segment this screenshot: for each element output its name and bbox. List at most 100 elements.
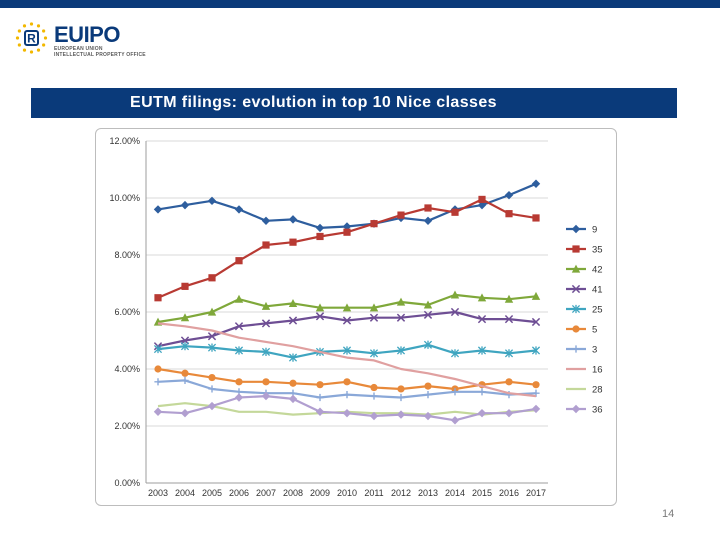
series-16 (157, 322, 537, 398)
data-point (261, 347, 271, 356)
logo-star-icon (15, 36, 20, 40)
data-point (451, 208, 459, 216)
data-point (504, 190, 514, 200)
logo-star-icon (43, 36, 48, 40)
data-point (234, 393, 244, 402)
data-point (208, 274, 216, 282)
y-tick-label: 6.00% (114, 307, 140, 317)
y-tick-label: 10.00% (109, 193, 140, 203)
data-point (181, 282, 189, 290)
data-point (154, 365, 162, 373)
data-point (343, 378, 351, 386)
data-point (315, 312, 325, 321)
data-point (450, 290, 460, 299)
data-point (369, 313, 379, 322)
data-point (180, 200, 190, 210)
legend-entry: 3 (566, 345, 597, 356)
x-tick-label: 2004 (175, 488, 195, 498)
data-point (532, 381, 540, 389)
data-point (504, 314, 514, 324)
data-point (234, 346, 244, 355)
legend-entry: 35 (566, 245, 603, 256)
data-point (396, 313, 406, 322)
data-point (154, 294, 162, 302)
data-point (571, 404, 581, 414)
data-point (316, 232, 324, 241)
data-point (572, 325, 580, 333)
data-point (504, 294, 514, 303)
data-point (369, 303, 379, 312)
data-point (572, 245, 580, 253)
legend-label: 41 (592, 285, 603, 296)
data-point (477, 293, 487, 302)
data-point (207, 332, 217, 341)
legend-entry: 41 (566, 285, 603, 296)
svg-text:R: R (27, 32, 36, 46)
logo-star-icon (29, 50, 34, 54)
slide-title: EUTM filings: evolution in top 10 Nice c… (130, 94, 497, 111)
data-point (477, 408, 487, 418)
data-point (343, 391, 351, 399)
logo-wordmark-suffix: IPO (83, 22, 121, 47)
legend-entry: 42 (566, 265, 603, 276)
data-point (450, 349, 460, 358)
x-tick-label: 2016 (499, 488, 519, 498)
legend-entry: 9 (566, 225, 597, 236)
data-point (180, 342, 190, 351)
data-point (424, 204, 432, 212)
data-point (289, 238, 297, 246)
y-tick-label: 2.00% (114, 421, 140, 431)
data-point (370, 392, 378, 400)
data-point (208, 373, 216, 382)
data-point (288, 299, 298, 308)
data-point (571, 224, 581, 234)
data-point (234, 322, 244, 331)
x-tick-label: 2017 (526, 488, 546, 498)
legend-entry: 25 (566, 305, 603, 316)
data-point (234, 205, 244, 214)
data-point (397, 385, 405, 393)
data-point (531, 346, 541, 355)
legend-entry: 5 (566, 325, 597, 336)
data-point (208, 385, 216, 393)
data-point (423, 216, 433, 225)
legend-entry: 16 (566, 365, 603, 376)
data-point (532, 214, 540, 222)
euipo-emblem-icon: R (15, 22, 48, 54)
data-point (261, 301, 271, 310)
data-point (450, 307, 460, 317)
data-point (234, 294, 244, 303)
data-point (262, 378, 270, 386)
series-9 (153, 179, 541, 233)
x-tick-label: 2010 (337, 488, 357, 498)
data-point (396, 297, 406, 306)
slide-title-banner: EUTM filings: evolution in top 10 Nice c… (31, 88, 677, 118)
data-point (505, 210, 513, 218)
data-point (342, 408, 352, 418)
series-line (157, 198, 537, 299)
data-point (397, 211, 405, 219)
y-tick-label: 4.00% (114, 364, 140, 374)
logo-star-icon (36, 24, 41, 28)
logo-wordmark: EUIPO (54, 22, 120, 48)
data-point (342, 303, 352, 312)
logo-star-icon (42, 43, 46, 47)
data-point (261, 319, 271, 328)
data-point (478, 388, 486, 396)
data-point (396, 410, 406, 419)
data-point (478, 195, 486, 204)
data-point (207, 401, 217, 411)
series-5 (154, 365, 540, 393)
data-point (343, 228, 351, 236)
data-point (315, 303, 325, 312)
y-tick-label: 12.00% (109, 136, 140, 146)
data-point (571, 284, 581, 294)
data-point (153, 344, 163, 354)
data-point (261, 391, 271, 401)
series-25 (153, 340, 541, 362)
data-point (477, 314, 487, 324)
logo-subtitle-line1: EUROPEAN UNION (54, 46, 103, 52)
series-42 (153, 290, 541, 326)
data-point (571, 304, 581, 314)
x-tick-label: 2012 (391, 488, 411, 498)
